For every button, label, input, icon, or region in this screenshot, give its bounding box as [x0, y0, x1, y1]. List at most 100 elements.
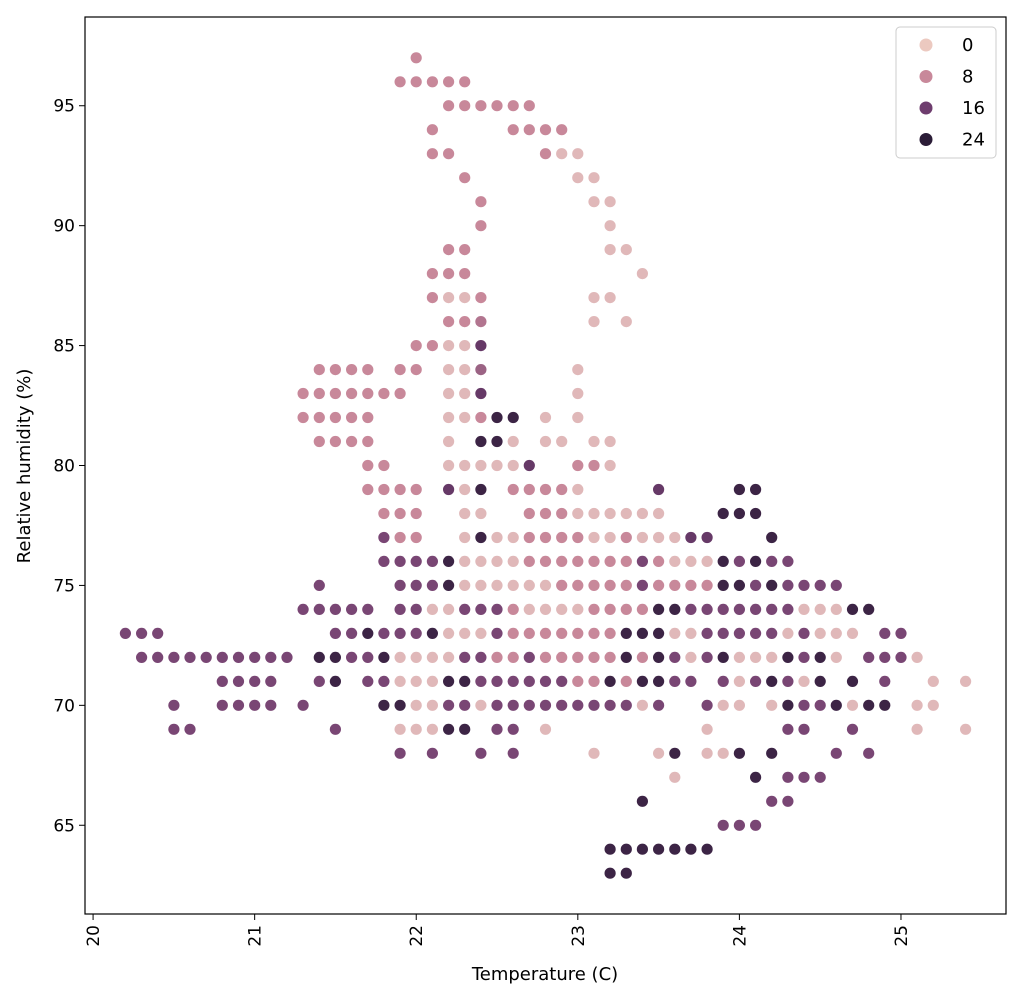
data-point — [539, 411, 552, 424]
data-point — [717, 651, 729, 664]
data-point — [830, 651, 842, 664]
data-point — [766, 531, 778, 544]
data-point — [410, 340, 422, 352]
data-point — [443, 603, 455, 616]
data-point — [636, 795, 649, 807]
data-point — [556, 435, 568, 448]
y-tick-label: 70 — [53, 696, 75, 716]
data-point — [620, 867, 632, 879]
data-point — [459, 651, 471, 664]
x-axis: 20 21 22 23 24 25 — [84, 914, 912, 947]
data-point — [669, 675, 681, 688]
legend-marker — [919, 38, 933, 52]
data-point — [523, 531, 535, 544]
data-point — [475, 579, 487, 592]
data-point — [475, 292, 487, 304]
data-point — [378, 387, 390, 400]
data-point — [717, 699, 729, 711]
data-point — [443, 76, 455, 88]
data-point — [766, 675, 778, 688]
data-point — [572, 531, 584, 544]
data-point — [733, 675, 746, 688]
data-point — [443, 555, 455, 568]
legend: 0 8 16 24 — [895, 26, 997, 159]
data-point — [766, 699, 778, 711]
data-point — [539, 124, 552, 136]
data-point — [507, 435, 519, 448]
data-point — [588, 172, 600, 184]
data-point — [636, 843, 649, 855]
data-point — [653, 747, 665, 759]
data-point — [669, 579, 681, 592]
data-point — [410, 483, 422, 496]
data-point — [475, 555, 487, 568]
data-point — [378, 675, 390, 688]
data-point — [313, 364, 325, 376]
data-point — [750, 819, 762, 831]
data-point — [620, 699, 632, 711]
data-point — [523, 124, 535, 136]
data-point — [782, 627, 794, 640]
data-point — [475, 340, 487, 352]
data-point — [329, 364, 341, 376]
data-point — [620, 555, 632, 568]
data-point — [766, 555, 778, 568]
data-point — [750, 507, 762, 520]
data-point — [297, 699, 309, 711]
data-point — [297, 603, 309, 616]
data-point — [475, 435, 487, 448]
data-point — [378, 483, 390, 496]
data-point — [184, 723, 196, 735]
data-point — [556, 555, 568, 568]
data-point — [426, 292, 438, 304]
data-point — [443, 292, 455, 304]
data-point — [232, 675, 245, 688]
data-point — [216, 651, 228, 664]
data-point — [443, 627, 455, 640]
data-point — [572, 651, 584, 664]
legend-label: 24 — [962, 130, 985, 151]
data-point — [556, 148, 568, 160]
data-point — [879, 651, 891, 664]
data-point — [475, 747, 487, 759]
data-point — [669, 747, 681, 759]
data-point — [669, 651, 681, 664]
y-axis: 65 70 75 80 85 90 95 — [53, 97, 85, 836]
data-point — [410, 52, 422, 64]
data-point — [410, 723, 422, 735]
data-point — [636, 603, 649, 616]
data-point — [604, 675, 616, 688]
data-point — [426, 675, 438, 688]
data-point — [507, 627, 519, 640]
data-point — [443, 459, 455, 472]
x-tick-label: 20 — [84, 925, 104, 947]
data-point — [636, 627, 649, 640]
data-point — [733, 483, 746, 496]
data-point — [879, 675, 891, 688]
data-point — [136, 651, 148, 664]
data-point — [475, 364, 487, 376]
y-tick-label: 85 — [53, 337, 75, 357]
data-point — [572, 483, 584, 496]
data-point — [507, 699, 519, 711]
data-point — [426, 555, 438, 568]
data-point — [653, 843, 665, 855]
data-point — [152, 651, 164, 664]
data-point — [426, 124, 438, 136]
data-point — [426, 651, 438, 664]
data-point — [459, 627, 471, 640]
data-point — [653, 603, 665, 616]
data-point — [362, 411, 374, 424]
data-point — [701, 843, 713, 855]
data-point — [459, 699, 471, 711]
data-point — [604, 244, 616, 256]
data-point — [653, 531, 665, 544]
data-point — [459, 459, 471, 472]
data-point — [152, 627, 164, 640]
data-point — [653, 627, 665, 640]
data-point — [539, 723, 552, 735]
data-point — [636, 699, 649, 711]
data-point — [426, 340, 438, 352]
data-point — [426, 268, 438, 280]
data-point — [410, 627, 422, 640]
